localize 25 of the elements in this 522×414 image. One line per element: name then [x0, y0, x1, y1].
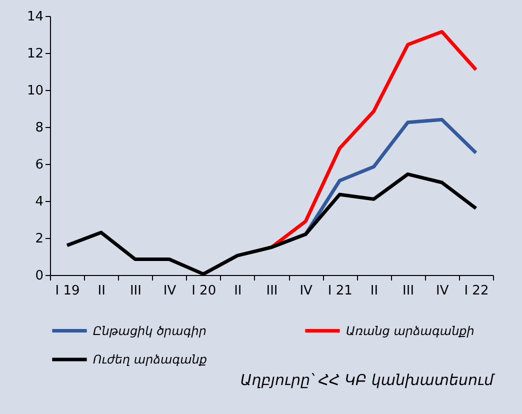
y-tick-label: 8: [35, 120, 44, 136]
y-tick-label: 6: [35, 158, 44, 172]
x-tick-label: III: [266, 284, 278, 298]
y-tick-label: 0: [35, 268, 44, 284]
y-tick-label: 4: [35, 194, 44, 210]
x-tick-label: II: [234, 284, 242, 298]
x-tick-label: II: [370, 284, 378, 298]
legend-label: Ընթացիկ ծրագիր: [93, 324, 206, 338]
x-tick-label: IV: [436, 284, 449, 298]
y-tick-label: 10: [26, 84, 44, 98]
x-tick-label: IV: [163, 284, 176, 298]
x-tick-label: I 21: [328, 284, 352, 298]
x-tick-label: I 19: [55, 284, 80, 298]
x-tick-label: III: [130, 284, 142, 298]
x-tick-label: III: [402, 284, 414, 298]
x-tick-label: I 20: [192, 284, 216, 298]
text: Աղբյուրը՝ ՀՀ ԿԲ կանխատեսում: [240, 371, 496, 389]
y-tick-label: 12: [26, 46, 44, 62]
legend-label: Ուժեղ արձագանք: [93, 352, 208, 366]
y-tick-label: 2: [35, 232, 44, 246]
x-tick-label: I 22: [464, 284, 489, 298]
y-tick-label: 14: [26, 10, 44, 24]
x-tick-label: II: [98, 284, 106, 298]
legend-label: Առանց արձագանքի: [346, 324, 474, 338]
x-tick-label: IV: [300, 284, 313, 298]
